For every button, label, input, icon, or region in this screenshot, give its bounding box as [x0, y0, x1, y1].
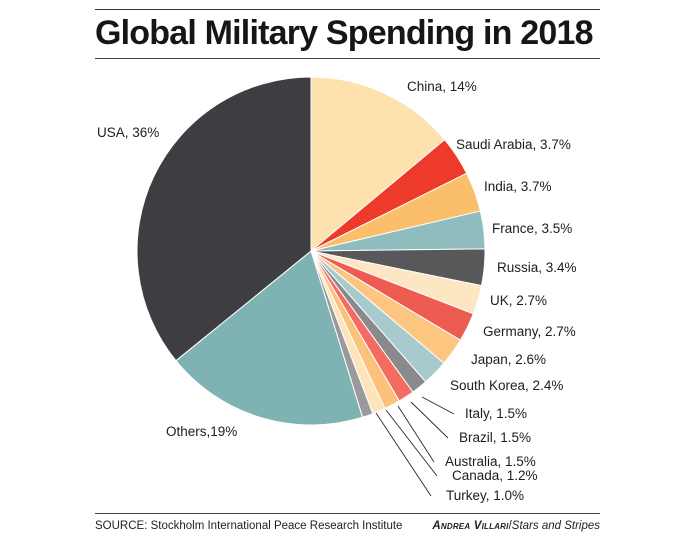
footer-rule: [95, 513, 600, 514]
source-note: SOURCE: Stockholm International Peace Re…: [95, 520, 403, 532]
leader-line-australia: [397, 405, 435, 463]
label-south-korea: South Korea, 2.4%: [450, 378, 563, 393]
label-saudi-arabia: Saudi Arabia, 3.7%: [456, 137, 571, 152]
label-russia: Russia, 3.4%: [497, 260, 577, 275]
top-rule: [95, 9, 600, 10]
label-canada: Canada, 1.2%: [452, 468, 538, 483]
leader-line-canada: [385, 409, 438, 477]
credit-author: Andrea Villari: [432, 520, 509, 532]
slice-others: [175, 250, 363, 426]
label-uk: UK, 2.7%: [490, 293, 547, 308]
label-usa: USA, 36%: [97, 125, 159, 140]
credit-line: Andrea Villari/Stars and Stripes: [432, 518, 600, 534]
credit-separator: /: [508, 520, 512, 532]
label-brazil: Brazil, 1.5%: [459, 430, 531, 445]
credit-organization: Stars and Stripes: [511, 520, 600, 532]
title-rule: [95, 58, 600, 59]
label-china: China, 14%: [407, 79, 477, 94]
label-germany: Germany, 2.7%: [483, 324, 576, 339]
label-turkey: Turkey, 1.0%: [446, 488, 524, 503]
slice-china: [310, 76, 446, 252]
chart-title: Global Military Spending in 2018: [95, 14, 594, 52]
leader-line-brazil: [410, 401, 449, 439]
label-others: Others,19%: [166, 424, 237, 439]
slice-usa: [136, 76, 312, 362]
leader-line-turkey: [375, 412, 432, 497]
leader-lines: [375, 396, 455, 497]
pie-slices: [136, 76, 486, 426]
label-japan: Japan, 2.6%: [471, 352, 546, 367]
label-france: France, 3.5%: [492, 221, 572, 236]
slice-labels: China, 14% Saudi Arabia, 3.7% India, 3.7% F…: [97, 79, 577, 503]
leader-line-italy: [421, 396, 455, 415]
label-australia: Australia, 1.5%: [445, 454, 536, 469]
label-india: India, 3.7%: [484, 179, 552, 194]
label-italy: Italy, 1.5%: [465, 406, 527, 421]
